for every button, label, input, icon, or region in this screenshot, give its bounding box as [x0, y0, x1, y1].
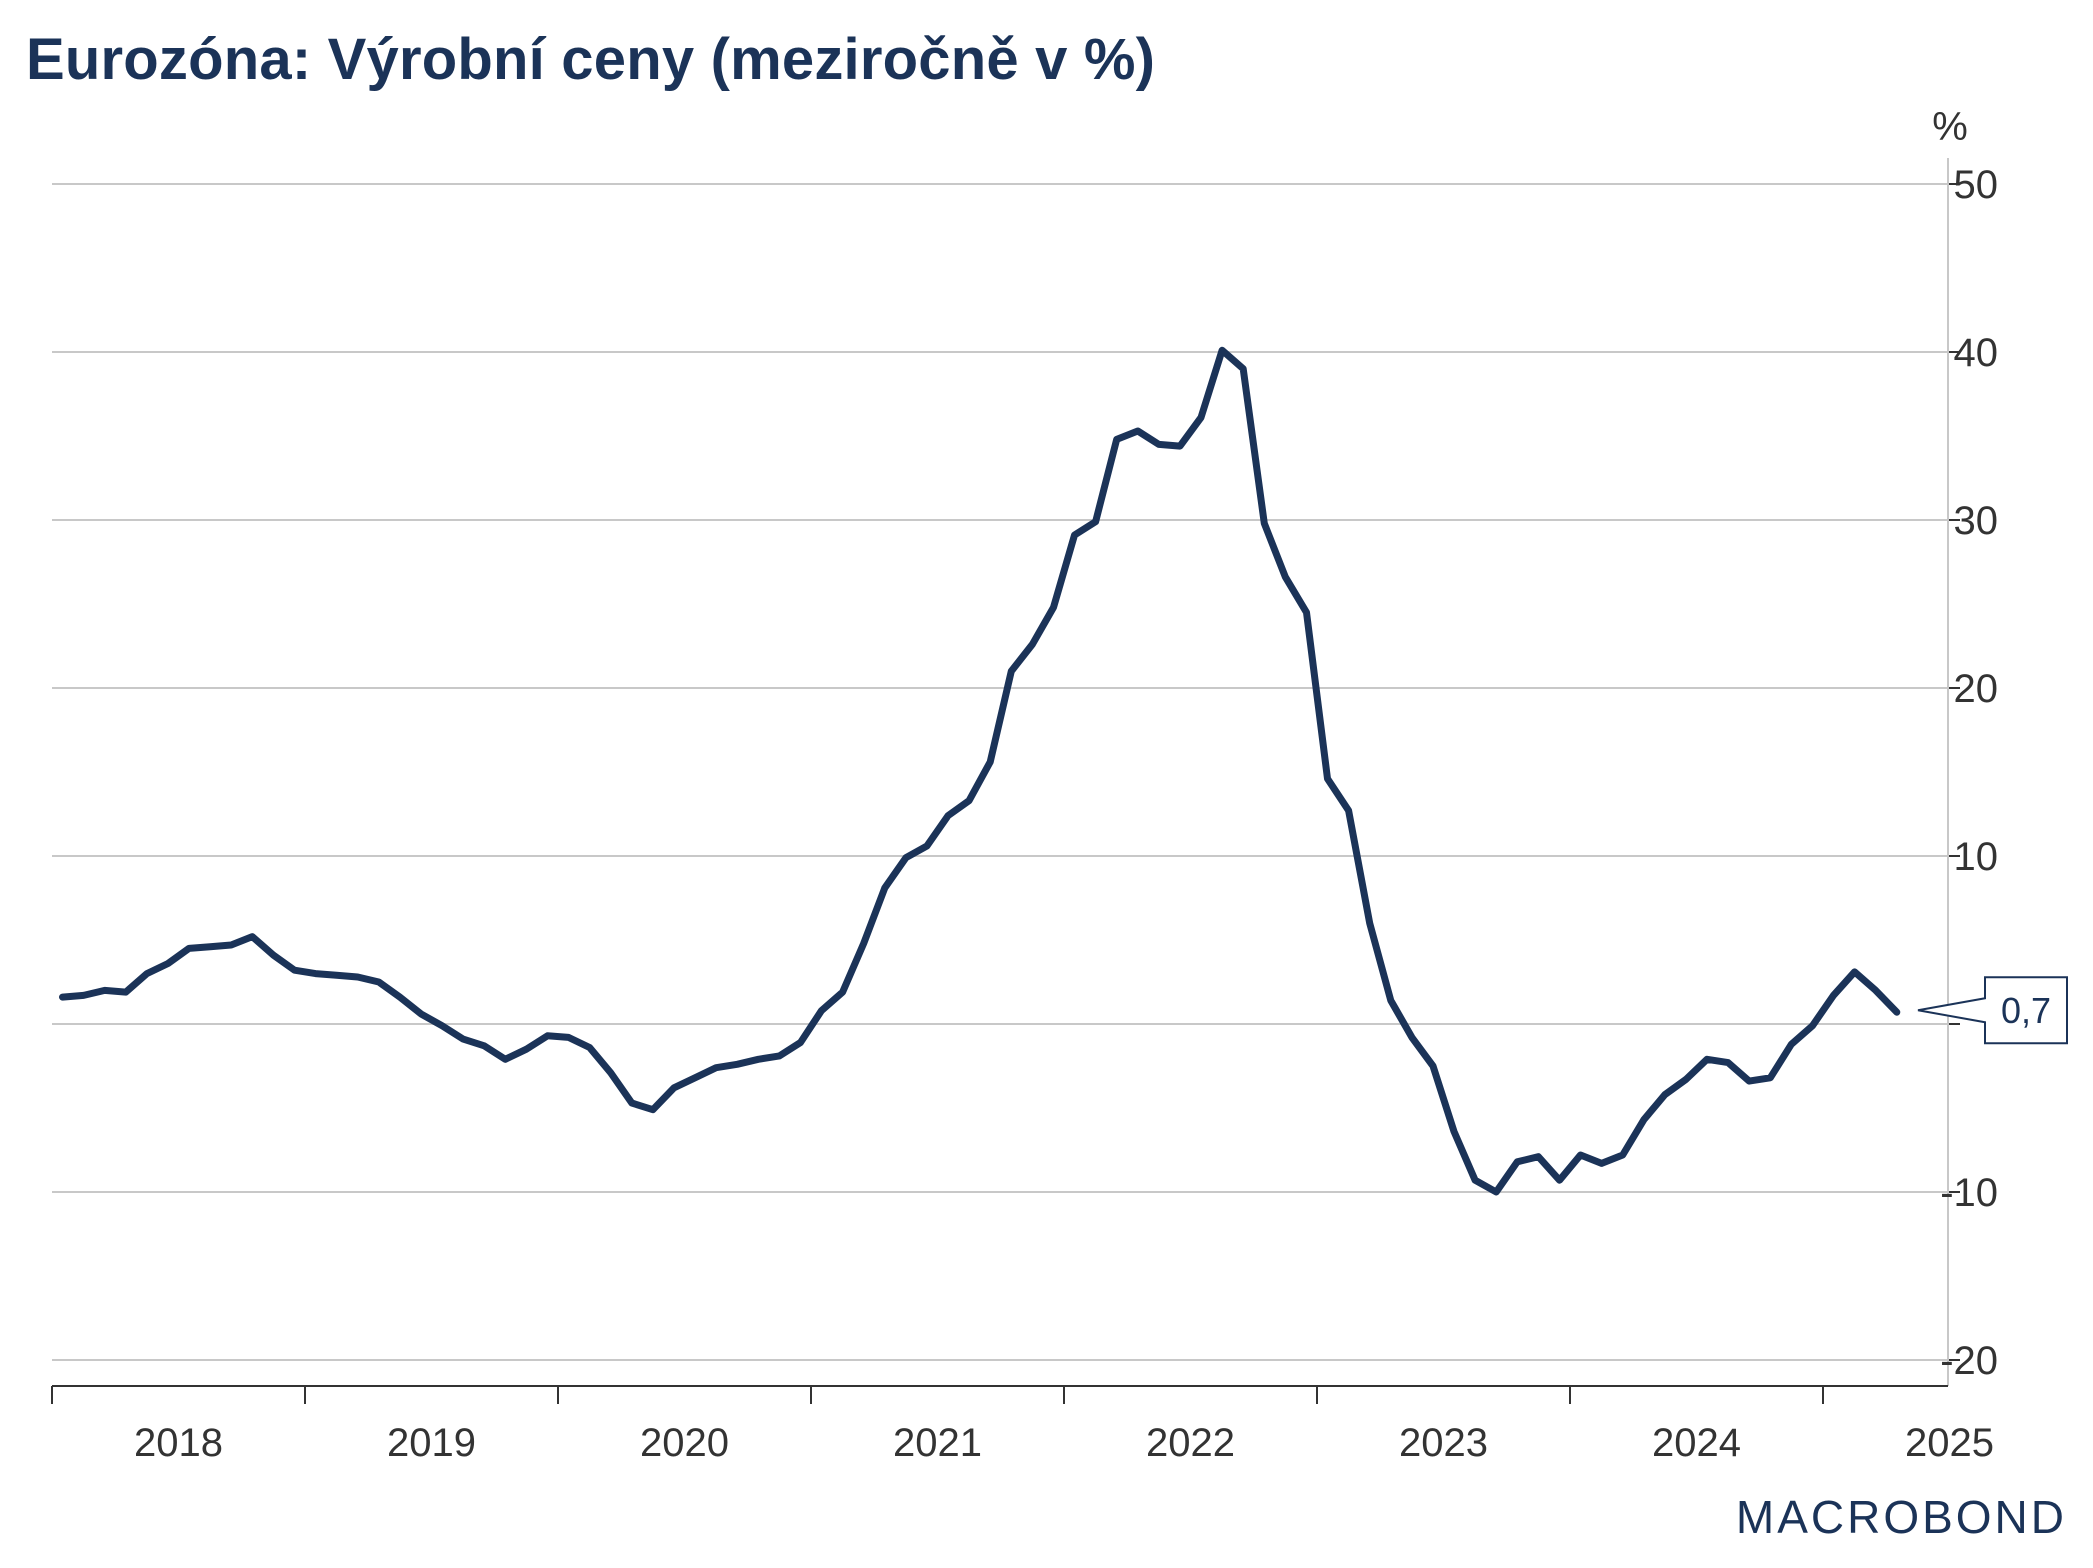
y-tick-label: 20: [1954, 667, 1999, 711]
x-tick-label: 2021: [893, 1421, 982, 1465]
x-tick-label: 2025: [1905, 1421, 1994, 1465]
x-tick-label: 2018: [134, 1421, 223, 1465]
chart-title: Eurozóna: Výrobní ceny (meziročně v %): [26, 27, 1156, 92]
macrobond-logo: MACROBOND: [1735, 1491, 2067, 1543]
series-layer: [59, 346, 1901, 1196]
y-tick-label: 40: [1954, 331, 1999, 375]
y-tick-label: 10: [1954, 835, 1999, 879]
x-tick-label: 2019: [387, 1421, 476, 1465]
y-tick-label: -10: [1940, 1171, 1998, 1215]
gridlines: [52, 183, 1948, 1361]
axes: [51, 158, 1960, 1404]
x-tick-label: 2022: [1146, 1421, 1235, 1465]
tick-labels: -20 -10 10 20 30 40 50% 2018 2019 2020 2021 2022 202…: [134, 105, 1998, 1465]
y-axis-unit: %: [1932, 105, 1968, 149]
x-tick-label: 2024: [1652, 1421, 1741, 1465]
last-value-label: 0,7: [2001, 990, 2051, 1031]
series-line: [59, 346, 1901, 1196]
y-tick-label: 30: [1954, 499, 1999, 543]
last-value-box: [1917, 976, 2068, 1045]
y-tick-label: 50: [1954, 163, 1999, 207]
y-tick-label: -20: [1940, 1339, 1998, 1383]
x-tick-label: 2020: [640, 1421, 729, 1465]
x-tick-label: 2023: [1399, 1421, 1488, 1465]
last-value-callout: 0,7: [1917, 976, 2068, 1045]
